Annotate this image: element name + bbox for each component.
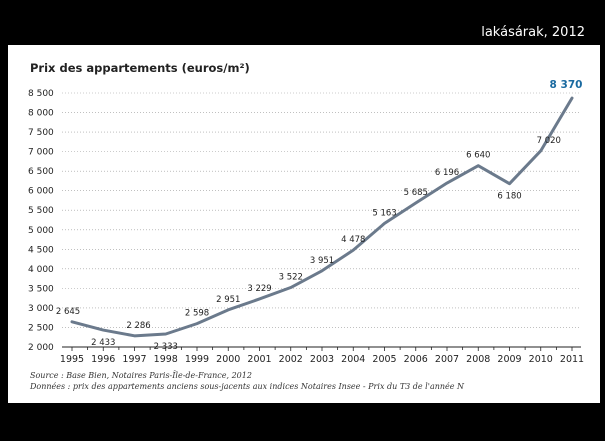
data-label: 6 180 — [497, 192, 521, 202]
data-label: 2 333 — [154, 342, 178, 352]
x-tick-label: 2004 — [341, 354, 365, 365]
x-tick-label: 2008 — [466, 354, 490, 365]
data-label: 6 196 — [435, 168, 459, 178]
data-label: 4 478 — [341, 235, 365, 245]
x-tick-label: 1996 — [91, 354, 115, 365]
slide-title: lakásárak, 2012 — [481, 25, 585, 40]
x-tick-label: 1997 — [122, 354, 146, 365]
y-tick-label: 4 000 — [28, 265, 54, 275]
data-label: 2 598 — [185, 309, 209, 319]
data-note: Données : prix des appartements anciens … — [30, 382, 465, 391]
y-tick-label: 5 000 — [28, 226, 54, 236]
x-tick-label: 2000 — [216, 354, 240, 365]
data-label: 8 370 — [550, 79, 583, 91]
x-tick-label: 2003 — [310, 354, 334, 365]
x-tick-label: 2002 — [279, 354, 303, 365]
x-tick-label: 2007 — [435, 354, 459, 365]
x-tick-label: 1998 — [154, 354, 178, 365]
y-tick-label: 4 500 — [28, 245, 54, 255]
data-label: 5 685 — [404, 188, 428, 198]
x-tick-label: 2005 — [372, 354, 396, 365]
x-tick-label: 1999 — [185, 354, 209, 365]
top-bar: lakásárak, 2012 — [0, 0, 605, 45]
data-label: 2 951 — [216, 295, 240, 305]
y-tick-label: 2 500 — [28, 323, 54, 333]
data-label: 2 286 — [126, 321, 150, 331]
data-label: 7 020 — [537, 136, 561, 146]
source-note: Source : Base Bien, Notaires Paris-Île-d… — [30, 371, 252, 380]
data-label: 2 645 — [56, 307, 80, 317]
data-label: 5 163 — [372, 208, 396, 218]
y-tick-label: 8 500 — [28, 89, 54, 99]
data-label: 3 522 — [279, 273, 303, 283]
y-tick-label: 3 000 — [28, 304, 54, 314]
chart-panel: Prix des appartements (euros/m²) 2 000 2 … — [8, 45, 600, 403]
y-tick-label: 8 000 — [28, 109, 54, 119]
line-chart: 2 000 2 500 3 000 3 500 4 000 4 500 5 000 5 500… — [28, 79, 584, 365]
y-tick-label: 7 000 — [28, 148, 54, 158]
series-line — [70, 96, 574, 338]
data-label: 2 433 — [91, 338, 115, 348]
y-tick-label: 2 000 — [28, 343, 54, 353]
y-tick-label: 7 500 — [28, 128, 54, 138]
data-label: 3 951 — [310, 256, 334, 266]
x-tick-label: 2010 — [529, 354, 553, 365]
x-tick-label: 2011 — [560, 354, 584, 365]
y-tick-label: 6 500 — [28, 167, 54, 177]
x-tick-label: 1995 — [60, 354, 84, 365]
y-tick-label: 5 500 — [28, 206, 54, 216]
x-tick-label: 2006 — [404, 354, 428, 365]
x-tick-label: 2009 — [497, 354, 521, 365]
data-label: 6 640 — [466, 151, 490, 161]
x-tick-label: 2001 — [247, 354, 271, 365]
data-label: 3 229 — [247, 284, 271, 294]
chart-title: Prix des appartements (euros/m²) — [30, 61, 250, 75]
y-tick-label: 3 500 — [28, 284, 54, 294]
y-tick-label: 6 000 — [28, 187, 54, 197]
